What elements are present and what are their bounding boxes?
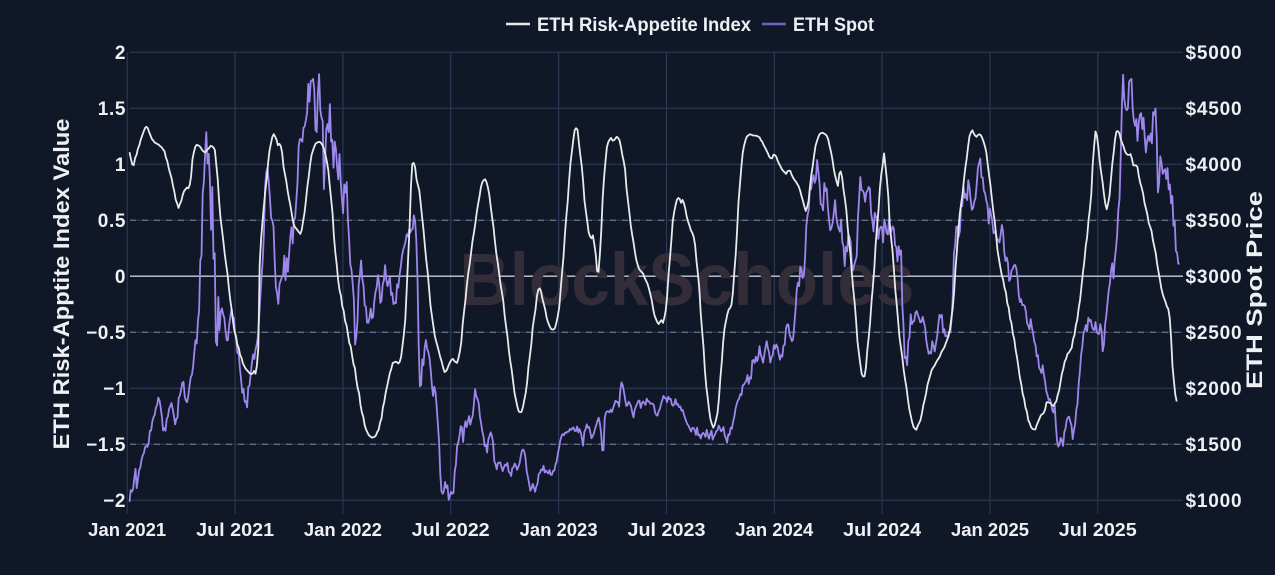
svg-text:−0.5: −0.5: [86, 323, 126, 344]
svg-text:$4500: $4500: [1186, 99, 1243, 120]
svg-text:ETH Risk-Appetite Index: ETH Risk-Appetite Index: [537, 15, 751, 36]
svg-text:ETH Risk-Apptite Index Value: ETH Risk-Apptite Index Value: [49, 118, 74, 449]
svg-text:Jan 2025: Jan 2025: [951, 520, 1029, 540]
svg-text:$2500: $2500: [1186, 323, 1243, 344]
svg-text:Jul 2024: Jul 2024: [843, 520, 921, 540]
svg-text:$3500: $3500: [1186, 211, 1243, 232]
svg-text:$5000: $5000: [1186, 43, 1243, 64]
svg-text:0.5: 0.5: [98, 211, 126, 232]
svg-text:ETH Spot Price: ETH Spot Price: [1242, 191, 1267, 389]
svg-text:−2: −2: [103, 491, 126, 512]
svg-text:Jul 2021: Jul 2021: [196, 520, 274, 540]
svg-text:−1: −1: [103, 379, 126, 400]
svg-text:−1.5: −1.5: [86, 435, 126, 456]
svg-text:1: 1: [115, 155, 126, 176]
svg-text:0: 0: [115, 267, 126, 288]
svg-text:1.5: 1.5: [98, 99, 126, 120]
svg-text:$1000: $1000: [1186, 491, 1243, 512]
svg-text:Jan 2024: Jan 2024: [735, 520, 813, 540]
svg-text:$3000: $3000: [1186, 267, 1243, 288]
svg-text:Jul 2023: Jul 2023: [628, 520, 706, 540]
svg-text:ETH Spot: ETH Spot: [793, 15, 875, 36]
svg-text:2: 2: [115, 43, 126, 64]
svg-text:Jan 2022: Jan 2022: [304, 520, 382, 540]
svg-text:$2000: $2000: [1186, 379, 1243, 400]
svg-text:Jan 2023: Jan 2023: [520, 520, 598, 540]
svg-text:$1500: $1500: [1186, 435, 1243, 456]
svg-text:Jul 2022: Jul 2022: [412, 520, 490, 540]
svg-text:Jul 2025: Jul 2025: [1059, 520, 1137, 540]
svg-text:Jan 2021: Jan 2021: [88, 520, 166, 540]
svg-text:$4000: $4000: [1186, 155, 1243, 176]
